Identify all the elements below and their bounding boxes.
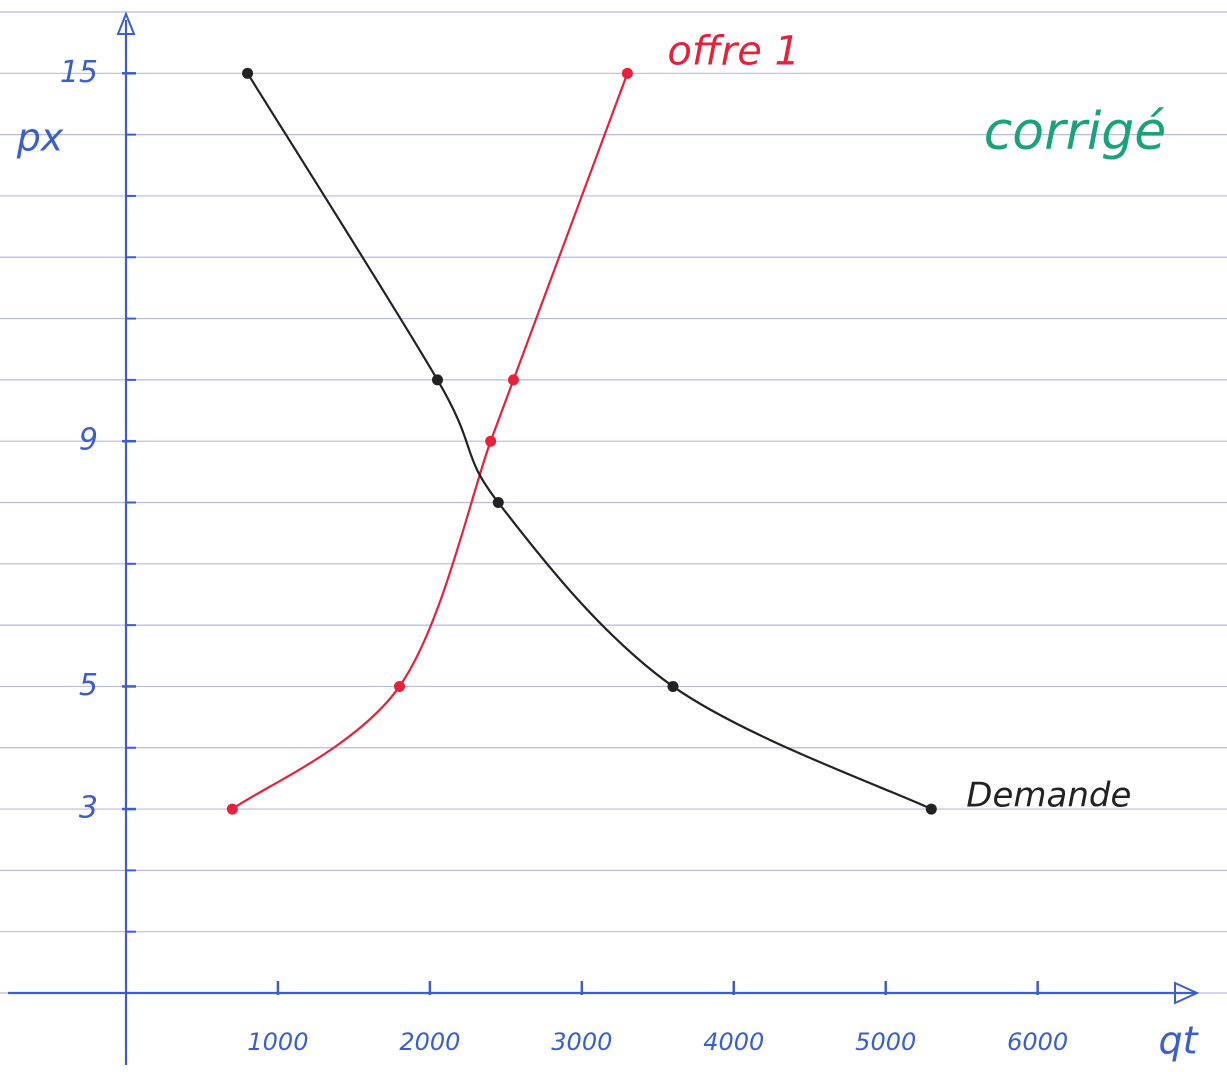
data-point [621, 67, 633, 79]
series-label: offre 1 [667, 28, 800, 74]
x-tick-label: 6000 [1007, 1028, 1068, 1056]
annotation: corrigé [984, 102, 1167, 162]
y-tick-label: 15 [60, 55, 98, 90]
y-tick-label: 3 [79, 791, 98, 826]
x-tick-label: 5000 [855, 1028, 916, 1056]
data-point [226, 803, 238, 815]
y-tick-label: 5 [79, 668, 98, 703]
data-point [925, 803, 937, 815]
series-label: Demande [966, 776, 1131, 816]
data-point [431, 374, 443, 386]
y-tick-label: 9 [79, 423, 98, 458]
data-point [242, 67, 254, 79]
y-axis-arrow [116, 11, 136, 35]
x-tick-label: 3000 [551, 1028, 612, 1056]
x-axis-arrow [1174, 981, 1200, 1005]
y-axis-label: px [16, 116, 64, 160]
data-point [492, 497, 504, 508]
x-tick-label: 4000 [703, 1028, 764, 1056]
data-point [394, 680, 405, 692]
data-point [485, 435, 497, 447]
data-point [507, 374, 519, 386]
x-tick-label: 2000 [399, 1028, 460, 1056]
data-point [667, 680, 679, 692]
x-tick-label: 1000 [247, 1028, 308, 1056]
x-axis-label: qt [1158, 1019, 1199, 1063]
